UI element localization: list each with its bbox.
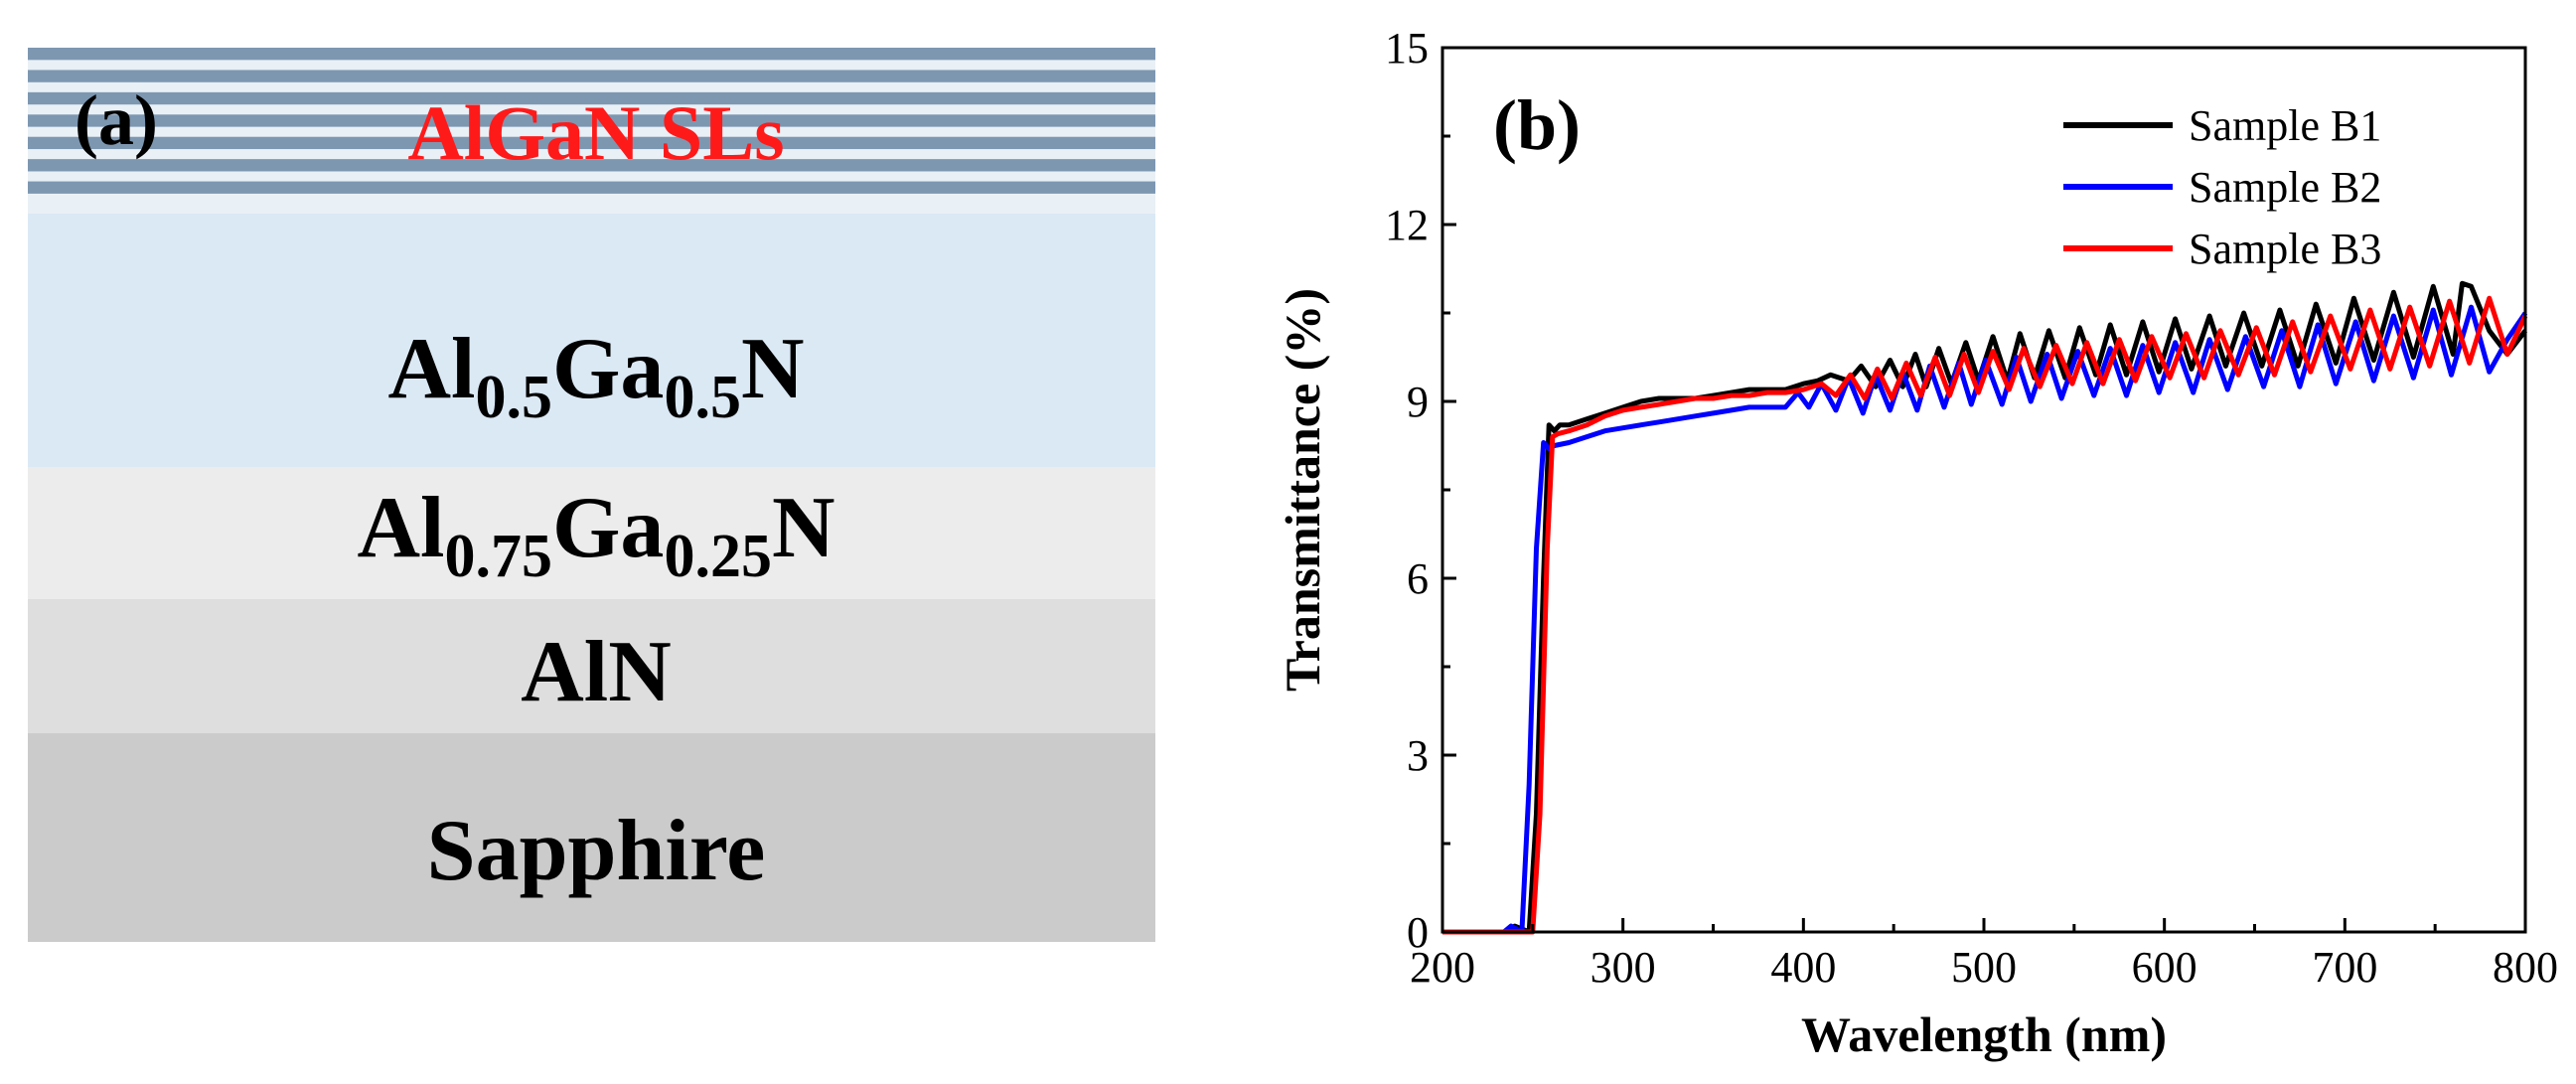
y-axis-label: Transmittance (%)	[1275, 288, 1330, 692]
y-tick-label: 0	[1407, 908, 1429, 957]
superlattice-stripe	[28, 114, 1155, 127]
x-tick-label: 800	[2493, 943, 2558, 992]
superlattice-stripe	[28, 91, 1155, 105]
panel-b-label: (b)	[1493, 85, 1581, 165]
series-group	[1442, 280, 2528, 935]
subscript: 0.25	[664, 523, 772, 590]
x-axis-label: Wavelength (nm)	[1801, 1007, 2167, 1062]
superlattice-stripe	[28, 48, 1155, 61]
layer-1-background	[28, 214, 1155, 467]
layer-1-label: Al0.5Ga0.5N	[387, 321, 804, 431]
x-tick-label: 400	[1770, 943, 1836, 992]
layer-3-background	[28, 599, 1155, 733]
element-symbol: N	[741, 321, 805, 417]
subscript: 0.75	[444, 523, 552, 590]
series-line-3	[1442, 295, 2528, 935]
legend-label-2: Sample B2	[2189, 163, 2381, 212]
element-symbol: Al	[357, 480, 444, 576]
superlattice-stripe	[28, 70, 1155, 82]
y-tick-label: 15	[1385, 24, 1429, 73]
superlattice-stripe	[28, 181, 1155, 194]
subscript: 0.5	[664, 364, 741, 431]
subscript: 0.5	[475, 364, 552, 431]
panel-a-layer-stack: AlGaN SLsAl0.5Ga0.5NAl0.75Ga0.25NAlNSapp…	[28, 48, 1155, 942]
layer-2-background	[28, 467, 1155, 599]
element-symbol: Al	[387, 321, 475, 417]
superlattice-stripe	[28, 159, 1155, 172]
y-axis-ticks: 0 3 6 9 12 15	[1385, 24, 1456, 957]
legend-label-1: Sample B1	[2189, 101, 2381, 150]
element-symbol: Ga	[552, 321, 664, 417]
series-line-1	[1442, 280, 2527, 935]
x-axis-ticks: 200 300 400 500 600 700 800	[1410, 918, 2558, 992]
panel-a-label: (a)	[75, 80, 158, 160]
y-tick-label: 3	[1407, 731, 1429, 780]
layer-0-label: AlGaN SLs	[407, 89, 784, 176]
series-line-2	[1442, 304, 2528, 935]
y-tick-label: 9	[1407, 378, 1429, 426]
layer-2-label: Al0.75Ga0.25N	[357, 480, 834, 590]
layer-3-label: AlN	[521, 624, 672, 720]
element-symbol: N	[772, 480, 835, 576]
x-tick-label: 500	[1951, 943, 2017, 992]
y-tick-label: 12	[1385, 201, 1429, 249]
x-tick-label: 200	[1410, 943, 1475, 992]
layer-stack: AlGaN SLsAl0.5Ga0.5NAl0.75Ga0.25NAlNSapp…	[28, 48, 1155, 942]
legend-label-3: Sample B3	[2189, 225, 2381, 273]
x-tick-label: 600	[2132, 943, 2197, 992]
layer-4-label: Sapphire	[427, 803, 766, 899]
legend: Sample B1 Sample B2 Sample B3	[2063, 101, 2381, 273]
superlattice-stripe	[28, 136, 1155, 150]
layer-4-background	[28, 733, 1155, 942]
y-tick-label: 6	[1407, 554, 1429, 603]
x-tick-label: 300	[1591, 943, 1656, 992]
element-symbol: Ga	[552, 480, 664, 576]
x-tick-label: 700	[2312, 943, 2377, 992]
